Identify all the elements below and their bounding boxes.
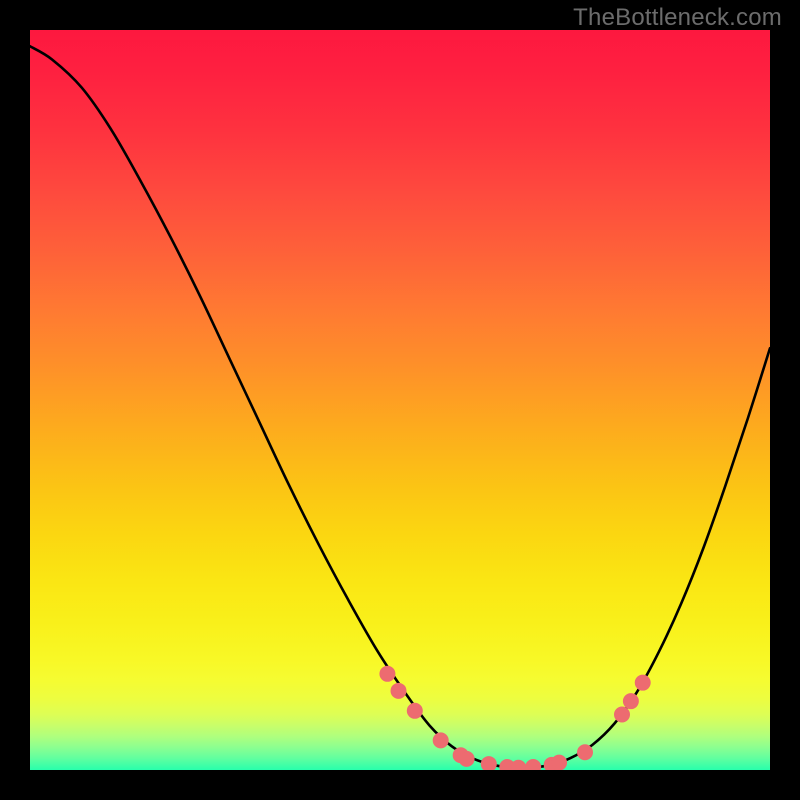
marker-dot (433, 733, 448, 748)
bottleneck-curve (30, 46, 770, 768)
marker-dot (391, 683, 406, 698)
marker-dot (481, 757, 496, 770)
marker-dot (407, 703, 422, 718)
marker-dot (552, 755, 567, 770)
marker-dot (635, 675, 650, 690)
chart-overlay (30, 30, 770, 770)
chart-stage: TheBottleneck.com (0, 0, 800, 800)
marker-dot (578, 745, 593, 760)
marker-dot (615, 707, 630, 722)
marker-dot (623, 694, 638, 709)
watermark-text: TheBottleneck.com (573, 4, 782, 32)
marker-dot (526, 760, 541, 770)
marker-dot (380, 666, 395, 681)
plot-area (30, 30, 770, 770)
data-markers (380, 666, 650, 770)
marker-dot (459, 751, 474, 766)
